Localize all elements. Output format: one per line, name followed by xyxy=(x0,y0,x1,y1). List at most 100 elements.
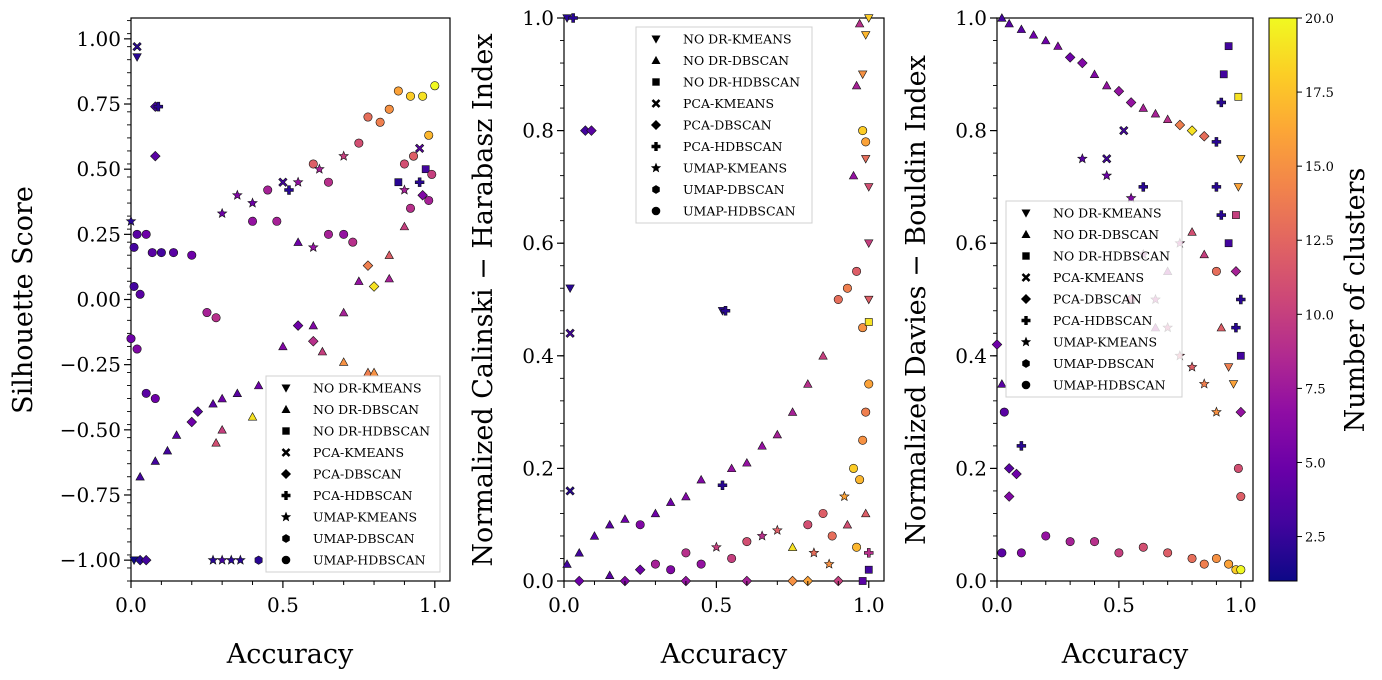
ticks-3: 0.0 0.5 1.0 0.0 0.2 0.4 0.6 0.8 1.0 xyxy=(955,6,1257,617)
data-point-triangle-down xyxy=(1236,155,1246,164)
data-point-x xyxy=(132,42,142,52)
data-point-square xyxy=(864,565,873,574)
data-point-diamond xyxy=(1174,119,1186,131)
data-point-triangle-up xyxy=(772,429,783,439)
data-point-circle xyxy=(666,565,676,575)
data-point-circle xyxy=(126,334,136,344)
data-point-triangle-up xyxy=(338,307,349,317)
y-tick-label: 0.4 xyxy=(955,344,987,368)
data-point-triangle-up xyxy=(293,237,303,246)
data-point-square xyxy=(1232,211,1240,219)
data-point-circle xyxy=(1224,559,1234,569)
data-point-triangle-up xyxy=(217,393,227,403)
colorbar-tick-label: 5.0 xyxy=(1305,456,1326,471)
data-point-circle xyxy=(1065,537,1075,547)
data-point-circle xyxy=(263,185,273,195)
y-tick-label: 0.4 xyxy=(522,344,554,368)
data-point-triangle-up xyxy=(787,542,798,551)
legend-marker-plus xyxy=(1021,316,1031,325)
colorbar-tick-label: 17.5 xyxy=(1305,86,1334,101)
x-axis-title-2: Accuracy xyxy=(660,639,788,670)
y-tick-label: −0.50 xyxy=(60,418,121,442)
data-point-circle xyxy=(187,250,197,260)
data-point-star xyxy=(338,150,350,161)
data-point-square xyxy=(1224,42,1233,51)
data-point-square xyxy=(1236,351,1245,360)
data-point-circle xyxy=(1090,537,1100,547)
data-point-circle xyxy=(1236,565,1246,575)
y-tick-label: 0.6 xyxy=(522,231,554,255)
data-point-star xyxy=(216,207,228,219)
data-point-triangle-down xyxy=(864,295,874,305)
data-point-circle xyxy=(635,520,645,530)
data-point-diamond xyxy=(1125,97,1137,108)
data-point-triangle-down xyxy=(861,155,871,164)
data-point-star xyxy=(771,524,783,535)
legend-label: PCA-DBSCAN xyxy=(313,467,402,482)
data-point-diamond xyxy=(417,189,428,201)
data-point-x xyxy=(565,328,575,338)
data-point-circle xyxy=(858,323,868,333)
data-point-triangle-up xyxy=(650,508,661,518)
legend-marker-diamond xyxy=(280,468,292,480)
legend-marker-x xyxy=(281,448,291,457)
legend-label: PCA-KMEANS xyxy=(313,445,404,460)
y-axis-title-3: Normalized Davies − Bouldin Index xyxy=(901,55,932,545)
y-tick-label: 0.75 xyxy=(76,92,121,116)
data-point-circle xyxy=(129,281,139,291)
data-point-triangle-up xyxy=(851,80,862,90)
data-point-circle xyxy=(363,112,373,122)
legend-marker-circle xyxy=(651,206,661,216)
data-point-square xyxy=(1219,70,1228,79)
data-point-circle xyxy=(1233,463,1243,473)
data-point-triangle-up xyxy=(620,514,630,523)
legend-marker-plus xyxy=(281,491,291,500)
colorbar-label: Number of clusters xyxy=(1340,168,1371,433)
data-point-star xyxy=(1076,153,1088,164)
data-point-star xyxy=(216,554,228,565)
legend-label: UMAP-DBSCAN xyxy=(1053,356,1155,371)
data-point-diamond xyxy=(140,554,152,566)
legend-label: UMAP-KMEANS xyxy=(683,161,787,176)
data-point-triangle-up xyxy=(1041,35,1051,45)
data-point-triangle-up xyxy=(757,441,767,450)
data-point-plus xyxy=(568,13,578,23)
legend-marker-triangle-down xyxy=(281,384,291,393)
data-point-triangle-up xyxy=(399,221,410,231)
data-point-triangle-up xyxy=(854,18,865,28)
legend-label: PCA-HDBSCAN xyxy=(1053,313,1152,328)
data-point-triangle-up xyxy=(1053,41,1063,50)
data-point-triangle-up xyxy=(997,379,1007,388)
data-point-triangle-up xyxy=(217,425,227,434)
scatter-points-1 xyxy=(125,42,440,566)
legend-label: UMAP-KMEANS xyxy=(1053,335,1157,350)
data-point-circle xyxy=(424,130,434,140)
data-point-triangle-up xyxy=(803,379,813,388)
data-point-star xyxy=(292,176,304,187)
panel-davies: 0.0 0.5 1.0 0.0 0.2 0.4 0.6 0.8 1.0 NO DR-KMEANS… xyxy=(901,6,1257,670)
data-point-triangle-down xyxy=(1228,380,1239,389)
data-point-star xyxy=(225,554,237,565)
legend-marker-circle xyxy=(281,555,291,565)
data-point-triangle-up xyxy=(726,463,737,473)
legend-label: NO DR-KMEANS xyxy=(683,32,792,47)
legend-marker-hexagon xyxy=(652,185,660,194)
data-point-circle xyxy=(1199,559,1209,569)
data-point-circle xyxy=(169,248,179,258)
y-tick-label: 0.0 xyxy=(955,569,987,593)
data-point-circle xyxy=(852,542,862,552)
y-axis-title-1: Silhouette Score xyxy=(8,186,39,414)
data-point-x xyxy=(414,143,425,153)
x-tick-label: 0.5 xyxy=(1103,593,1135,617)
data-point-square xyxy=(394,178,403,187)
data-point-diamond xyxy=(991,339,1003,350)
data-point-square xyxy=(1224,239,1233,248)
data-point-triangle-up xyxy=(150,456,161,465)
data-point-star xyxy=(1211,406,1222,417)
data-point-circle xyxy=(1138,542,1148,552)
legend-marker-star xyxy=(1020,336,1032,347)
data-point-circle xyxy=(323,229,333,239)
ticks-1: 0.0 0.5 1.0 −1.00 −0.75 −0.50 −0.25 0.00 0.25 0.5… xyxy=(60,20,451,617)
data-point-diamond xyxy=(1003,491,1015,502)
data-point-star xyxy=(711,541,722,552)
